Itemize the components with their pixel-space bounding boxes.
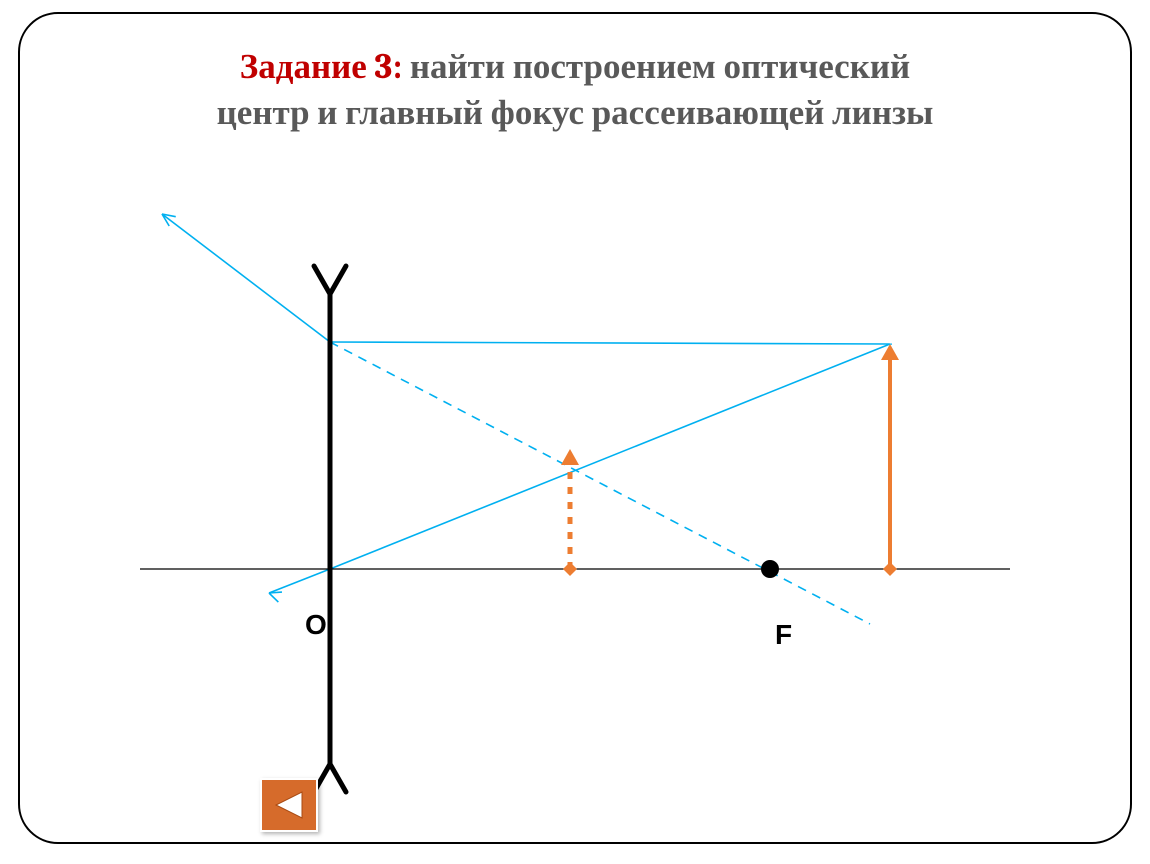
optics-diagram: O F <box>80 174 1080 804</box>
title-line-1: Задание 3: найти построением оптический <box>80 44 1070 90</box>
title-line-2: центр и главный фокус рассеивающей линзы <box>80 90 1070 136</box>
prev-slide-button[interactable] <box>260 778 318 832</box>
triangle-left-icon <box>272 790 306 820</box>
diagram-svg <box>80 174 1080 804</box>
title-prefix: Задание 3: <box>240 46 402 87</box>
title-rest-1: найти построением оптический <box>402 46 910 87</box>
slide-frame: Задание 3: найти построением оптический … <box>18 12 1132 844</box>
label-focus: F <box>775 619 792 651</box>
slide-title: Задание 3: найти построением оптический … <box>80 44 1070 135</box>
label-optical-center: O <box>305 609 327 641</box>
